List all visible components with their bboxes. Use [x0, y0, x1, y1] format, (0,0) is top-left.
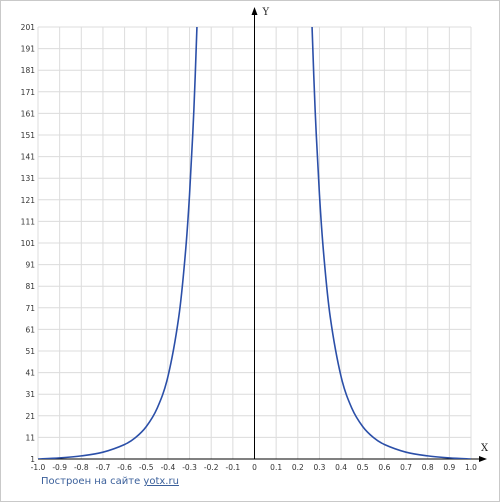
y-tick-label: 171	[21, 88, 36, 97]
y-tick-label: 21	[25, 412, 35, 421]
x-tick-label: 0	[252, 463, 257, 472]
x-tick-label: 0.7	[400, 463, 412, 472]
x-tick-label: 1.0	[465, 463, 477, 472]
x-tick-label: -0.3	[182, 463, 197, 472]
y-tick-label: 121	[21, 196, 36, 205]
x-tick-label: 0.5	[357, 463, 369, 472]
y-tick-label: 51	[25, 347, 35, 356]
y-tick-label: 161	[21, 109, 36, 118]
y-tick-label: 31	[25, 390, 35, 399]
x-tick-label: -0.1	[226, 463, 241, 472]
x-axis-label: X	[481, 443, 489, 454]
curve-branch	[38, 27, 198, 459]
y-tick-label: 91	[25, 261, 35, 270]
x-tick-label: 0.2	[292, 463, 304, 472]
x-axis-arrow	[479, 456, 487, 462]
axes: YX	[38, 7, 489, 462]
curves	[38, 27, 471, 459]
x-tick-label: 0.6	[378, 463, 390, 472]
y-tick-label: 41	[25, 369, 35, 378]
y-tick-label: 101	[21, 239, 36, 248]
x-tick-label: 0.1	[270, 463, 282, 472]
x-tick-label: 0.8	[422, 463, 434, 472]
credit-text: Построен на сайте	[41, 476, 144, 487]
y-tick-label: 111	[21, 217, 36, 226]
y-tick-label: 191	[21, 45, 36, 54]
y-tick-label: 61	[25, 325, 35, 334]
y-tick-label: 151	[21, 131, 36, 140]
x-tick-label: -0.4	[161, 463, 176, 472]
y-axis-label: Y	[262, 7, 270, 18]
y-tick-label: 11	[25, 433, 35, 442]
y-tick-label: 71	[25, 304, 35, 313]
x-tick-label: -0.6	[117, 463, 132, 472]
x-tick-label: -0.8	[74, 463, 89, 472]
x-tick-label: -0.2	[204, 463, 219, 472]
credit-link[interactable]: yotx.ru	[143, 476, 179, 487]
x-tick-label: -0.5	[139, 463, 154, 472]
y-tick-label: 131	[21, 174, 36, 183]
x-tick-label: -0.7	[96, 463, 111, 472]
y-tick-label: 201	[21, 23, 36, 32]
y-tick-label: 141	[21, 153, 36, 162]
x-tick-label: 0.9	[443, 463, 455, 472]
y-axis-arrow	[251, 7, 258, 15]
x-tick-label: -0.9	[52, 463, 67, 472]
x-tick-label: 0.4	[335, 463, 347, 472]
y-tick-label: 1	[30, 455, 35, 464]
credit-line: Построен на сайте yotx.ru	[41, 476, 179, 487]
x-tick-label: -1.0	[31, 463, 46, 472]
y-tick-label: 181	[21, 66, 36, 75]
y-tick-label: 81	[25, 282, 35, 291]
tick-labels: -1.0 -0.9 -0.8 -0.7 -0.6 -0.5 -0.4 -0.3 -0.2 -0.1…	[21, 23, 478, 472]
x-tick-label: 0.3	[313, 463, 325, 472]
curve-branch	[311, 27, 471, 459]
